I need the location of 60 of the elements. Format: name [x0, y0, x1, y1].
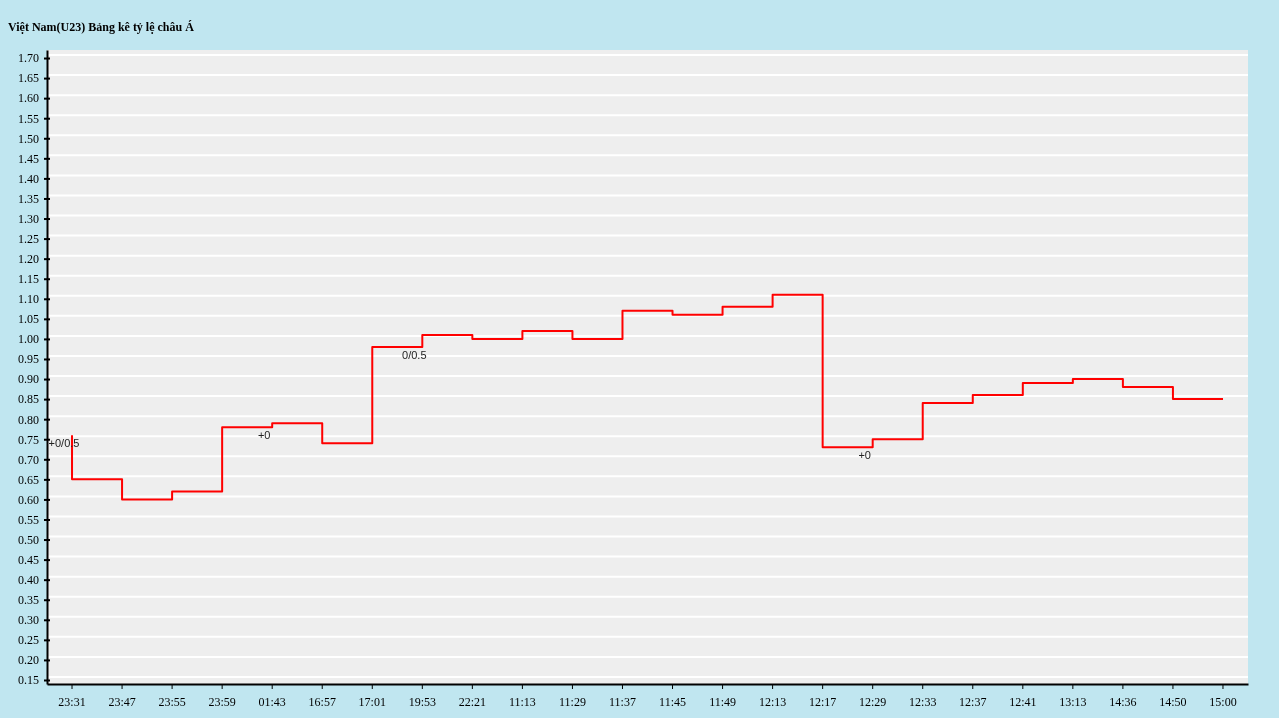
x-tick-label: 16:57	[308, 695, 336, 710]
x-tick-label: 11:37	[609, 695, 636, 710]
y-tick-label: 0.40	[18, 573, 39, 588]
chart-title: Việt Nam(U23) Bảng kê tỷ lệ châu Á	[8, 20, 195, 34]
x-tick-label: 12:41	[1009, 695, 1037, 710]
y-tick-label: 0.65	[18, 472, 39, 487]
x-tick-label: 11:29	[558, 695, 586, 710]
x-tick-label: 12:17	[808, 695, 837, 710]
y-tick-label: 0.90	[18, 372, 39, 387]
y-tick-label: 1.45	[18, 151, 39, 166]
y-tick-label: 1.30	[18, 211, 39, 226]
x-tick-label: 12:29	[859, 695, 887, 710]
y-tick-label: 1.65	[18, 71, 39, 86]
y-tick-label: 0.85	[18, 392, 39, 407]
x-tick-label: 23:55	[158, 695, 186, 710]
y-tick-label: 1.25	[18, 231, 39, 246]
x-tick-label: 12:33	[909, 695, 937, 710]
x-tick-label: 12:37	[959, 695, 987, 710]
x-tick-label: 14:36	[1109, 695, 1137, 710]
x-tick-label: 23:47	[108, 695, 136, 710]
annotation: +0	[257, 429, 271, 442]
y-tick-label: 0.70	[18, 452, 39, 467]
y-tick-label: 1.70	[18, 51, 39, 66]
y-tick-label: 0.55	[18, 512, 39, 527]
y-tick-label: 0.35	[18, 593, 39, 608]
x-tick-label: 19:53	[408, 695, 436, 710]
y-tick-label: 0.20	[18, 653, 39, 668]
y-tick-label: 1.50	[18, 131, 39, 146]
x-tick-label: 11:45	[659, 695, 686, 710]
y-tick-label: 1.10	[18, 292, 39, 307]
x-tick-label: 23:31	[58, 695, 86, 710]
y-tick-label: 1.55	[18, 111, 39, 126]
x-tick-label: 12:13	[758, 695, 787, 710]
y-tick-label: 1.05	[18, 312, 39, 327]
x-tick-label: 23:59	[208, 695, 236, 710]
annotation: +0	[858, 449, 871, 462]
y-tick-label: 1.60	[18, 91, 39, 106]
y-tick-label: 1.00	[18, 332, 39, 347]
y-tick-label: 0.15	[18, 673, 39, 688]
y-tick-label: 1.35	[18, 191, 39, 206]
x-tick-label: 22:21	[458, 695, 487, 710]
y-tick-label: 1.15	[18, 272, 39, 287]
x-tick-label: 11:49	[709, 695, 737, 710]
y-tick-label: 1.40	[18, 171, 39, 186]
x-tick-label: 13:13	[1059, 695, 1087, 710]
y-tick-label: 0.95	[18, 352, 39, 367]
x-tick-label: 11:13	[508, 695, 536, 710]
x-tick-label: 01:43	[258, 695, 286, 710]
y-tick-label: 1.20	[18, 252, 39, 266]
annotation: 0/0.5	[402, 348, 427, 361]
x-tick-label: 14:50	[1159, 695, 1187, 710]
y-tick-label: 0.45	[18, 552, 39, 567]
y-tick-label: 0.50	[18, 532, 39, 547]
y-tick-label: 0.80	[18, 412, 39, 427]
y-tick-label: 0.25	[18, 633, 39, 648]
y-tick-label: 0.75	[18, 432, 39, 447]
x-tick-label: 17:01	[358, 695, 386, 710]
y-tick-label: 0.30	[18, 613, 39, 628]
x-tick-label: 15:00	[1209, 695, 1237, 710]
y-tick-label: 0.60	[18, 492, 39, 507]
